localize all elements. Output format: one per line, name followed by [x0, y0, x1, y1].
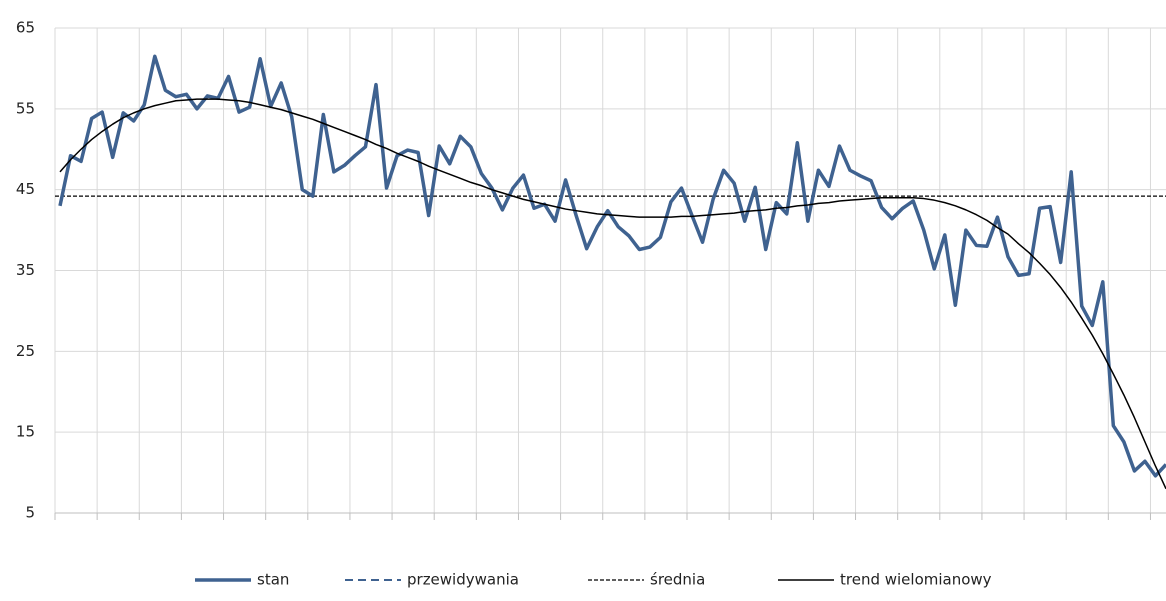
y-tick-label: 55 — [16, 99, 35, 117]
legend-label: stan — [257, 571, 289, 589]
series-line — [58, 54, 1166, 478]
y-tick-label: 25 — [16, 342, 35, 360]
y-tick-label: 65 — [16, 19, 35, 37]
y-tick-label: 15 — [16, 423, 35, 441]
y-tick-label: 45 — [16, 180, 35, 198]
y-tick-label: 5 — [25, 504, 35, 522]
legend-label: przewidywania — [407, 571, 519, 589]
legend-label: trend wielomianowy — [840, 571, 992, 589]
y-tick-label: 35 — [16, 261, 35, 279]
legend-label: średnia — [650, 571, 705, 589]
series-line — [59, 98, 1166, 490]
